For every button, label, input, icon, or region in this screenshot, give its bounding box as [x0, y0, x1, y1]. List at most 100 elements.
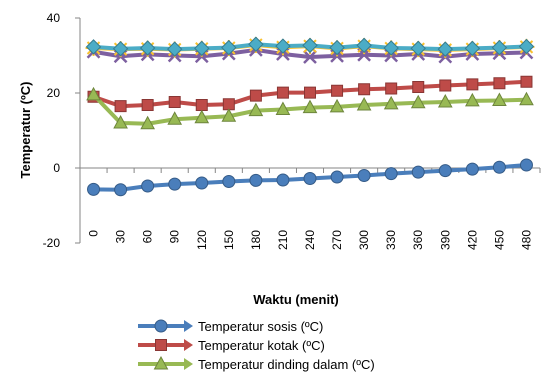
data-point [194, 109, 210, 124]
y-tick-label: -20 [43, 236, 61, 250]
legend-marker [155, 339, 167, 351]
x-tick-label: 270 [330, 230, 344, 250]
data-point [410, 40, 426, 57]
series-5 [85, 36, 535, 57]
x-tick-label: 180 [249, 230, 263, 250]
data-point [465, 92, 480, 107]
y-tick-label: 20 [47, 86, 61, 100]
data-point [276, 86, 289, 99]
x-tick-label: 90 [168, 230, 182, 244]
x-tick-label: 360 [411, 230, 425, 250]
data-point [437, 93, 453, 108]
data-point [222, 98, 235, 111]
data-point [356, 96, 372, 111]
data-point [356, 37, 372, 54]
legend-arrow-icon [184, 358, 193, 370]
series-0 [87, 158, 533, 197]
data-point [412, 81, 425, 93]
data-point [221, 39, 237, 56]
legend-arrow-icon [184, 339, 193, 351]
data-point [85, 39, 102, 55]
data-point [248, 102, 264, 117]
data-point [519, 158, 533, 172]
series-2 [86, 86, 534, 130]
data-point [112, 41, 129, 57]
data-point [248, 36, 264, 52]
data-point [275, 101, 291, 115]
data-point [491, 39, 508, 56]
x-tick-label: 390 [438, 230, 452, 250]
data-point [493, 77, 506, 90]
data-point [166, 41, 183, 57]
data-point [383, 95, 399, 110]
y-axis-title: Temperatur (ºC) [18, 82, 33, 179]
legend-arrow-icon [184, 320, 193, 332]
data-point [168, 96, 181, 108]
data-point [465, 162, 479, 176]
data-point [141, 179, 155, 193]
data-point [438, 164, 452, 178]
legend-label: Temperatur sosis (ºC) [198, 319, 323, 334]
x-tick-label: 450 [492, 230, 506, 250]
y-tick-label: 0 [53, 161, 60, 175]
data-point [520, 75, 533, 88]
data-point [276, 173, 290, 187]
x-tick-label: 0 [87, 230, 101, 237]
data-point [249, 173, 263, 187]
data-point [113, 114, 128, 129]
x-tick-label: 300 [357, 230, 371, 250]
data-point [114, 100, 127, 113]
data-point [221, 108, 237, 122]
data-point [384, 167, 398, 181]
legend-item: Temperatur dinding dalam (ºC) [138, 355, 375, 372]
data-point [195, 176, 209, 190]
data-point [86, 86, 101, 101]
x-tick-label: 120 [195, 230, 209, 250]
data-point [167, 111, 183, 125]
x-tick-label: 60 [141, 230, 155, 244]
data-point [437, 41, 454, 57]
legend-marker [154, 319, 168, 333]
legend-label: Temperatur dinding dalam (ºC) [198, 357, 375, 372]
data-point [357, 169, 371, 182]
legend-item: Temperatur kotak (ºC) [138, 338, 325, 353]
legend-marker [153, 355, 169, 370]
legend: Temperatur sosis (ºC) Temperatur kotak (º… [138, 319, 375, 372]
y-tick-label: 40 [47, 11, 61, 25]
series-1 [87, 75, 533, 113]
x-tick-label: 420 [465, 230, 479, 250]
data-point [302, 37, 318, 54]
x-tick-label: 210 [276, 230, 290, 250]
data-point [249, 89, 262, 102]
data-point [195, 99, 208, 111]
x-tick-label: 30 [114, 230, 128, 244]
data-point [519, 91, 534, 106]
data-point [303, 50, 317, 64]
data-point [439, 79, 452, 92]
data-point [330, 170, 344, 184]
data-point [304, 86, 316, 99]
x-tick-label: 150 [222, 230, 236, 250]
data-point [139, 40, 156, 56]
data-point [87, 182, 101, 196]
legend-label: Temperatur kotak (ºC) [198, 338, 325, 353]
data-point [141, 99, 154, 111]
data-point [114, 183, 128, 197]
data-point [302, 99, 318, 114]
data-point [329, 39, 345, 56]
data-point [492, 160, 506, 174]
data-point [466, 78, 479, 91]
data-point [492, 92, 507, 106]
data-point [411, 165, 425, 179]
data-point [410, 94, 426, 109]
data-point [464, 40, 481, 57]
axes: -20 0 20 40 0 30 60 90 120 150 180 210 240 270 300 330 3… [43, 11, 541, 250]
data-point [194, 40, 210, 57]
data-point [331, 84, 344, 97]
data-point [222, 175, 236, 188]
x-tick-label: 480 [519, 230, 533, 250]
x-tick-label: 240 [303, 230, 317, 250]
x-axis-title: Waktu (menit) [253, 292, 338, 307]
legend-item: Temperatur sosis (ºC) [138, 319, 323, 334]
